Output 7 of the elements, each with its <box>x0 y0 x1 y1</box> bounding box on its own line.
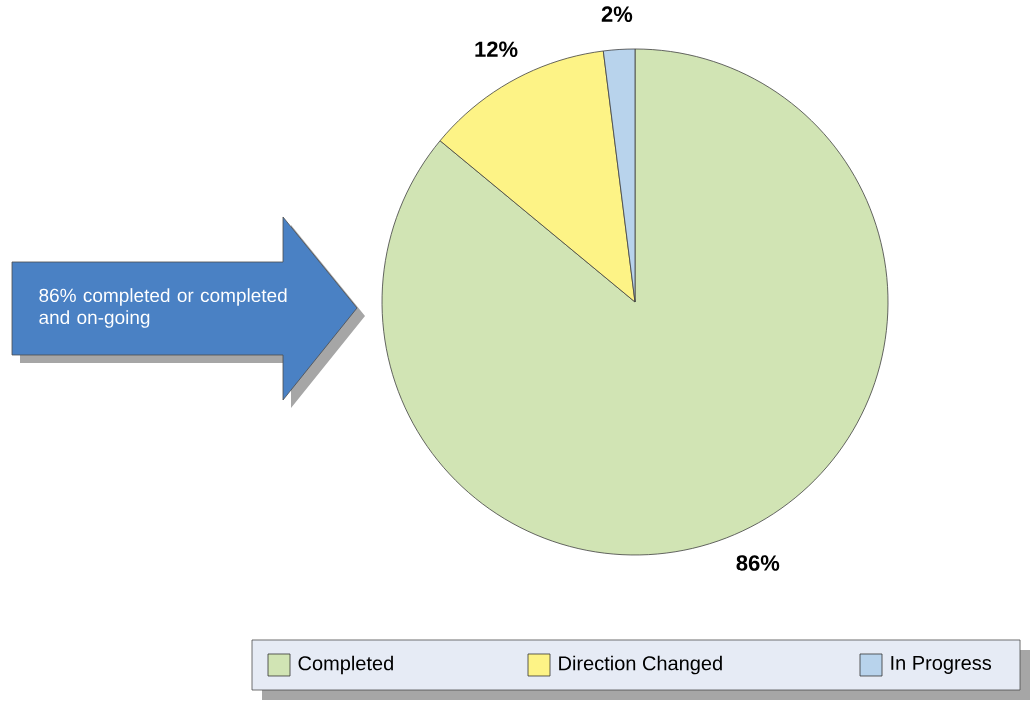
legend-label: In Progress <box>891 656 992 674</box>
data-label: 12% <box>475 41 518 58</box>
text: 86% completed or completed and on-going <box>39 288 287 328</box>
data-label: 2% <box>601 6 633 22</box>
data-label: 86% <box>736 555 780 571</box>
legend-label: Direction Changed <box>559 655 722 675</box>
legend-label: Completed <box>298 655 393 675</box>
